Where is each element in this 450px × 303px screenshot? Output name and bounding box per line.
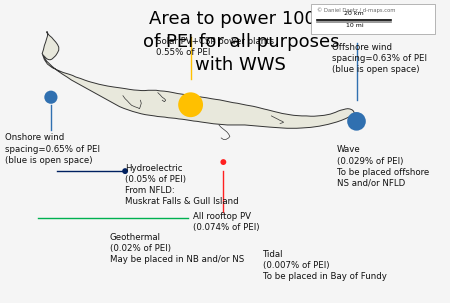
Text: © Daniel Daetz / d-maps.com: © Daniel Daetz / d-maps.com <box>317 7 396 13</box>
Text: Hydroelectric
(0.05% of PEI)
From NFLD:
Muskrat Falls & Gull Island: Hydroelectric (0.05% of PEI) From NFLD: … <box>125 164 239 206</box>
Text: 20 km: 20 km <box>344 11 364 16</box>
Point <box>47 95 54 100</box>
Point <box>122 169 129 174</box>
FancyBboxPatch shape <box>310 4 435 34</box>
Text: Area to power 100%
of PEI for all purposes
with WWS: Area to power 100% of PEI for all purpos… <box>143 10 339 74</box>
Text: Onshore wind
spacing=0.65% of PEI
(blue is open space): Onshore wind spacing=0.65% of PEI (blue … <box>5 133 100 165</box>
Text: Geothermal
(0.02% of PEI)
May be placed in NB and/or NS: Geothermal (0.02% of PEI) May be placed … <box>110 233 244 264</box>
Text: Solar PV+CSP power plants
0.55% of PEI: Solar PV+CSP power plants 0.55% of PEI <box>156 37 274 57</box>
Polygon shape <box>42 32 59 60</box>
Text: Offshore wind
spacing=0.63% of PEI
(blue is open space): Offshore wind spacing=0.63% of PEI (blue… <box>333 43 428 74</box>
Point <box>187 102 194 107</box>
Polygon shape <box>42 53 354 128</box>
Text: All rooftop PV
(0.074% of PEI): All rooftop PV (0.074% of PEI) <box>193 212 259 232</box>
Text: 10 mi: 10 mi <box>346 23 363 28</box>
Text: Tidal
(0.007% of PEI)
To be placed in Bay of Fundy: Tidal (0.007% of PEI) To be placed in Ba… <box>263 250 387 281</box>
Text: Wave
(0.029% of PEI)
To be placed offshore
NS and/or NFLD: Wave (0.029% of PEI) To be placed offsho… <box>337 145 429 188</box>
Point <box>220 160 227 165</box>
Point <box>353 119 360 124</box>
